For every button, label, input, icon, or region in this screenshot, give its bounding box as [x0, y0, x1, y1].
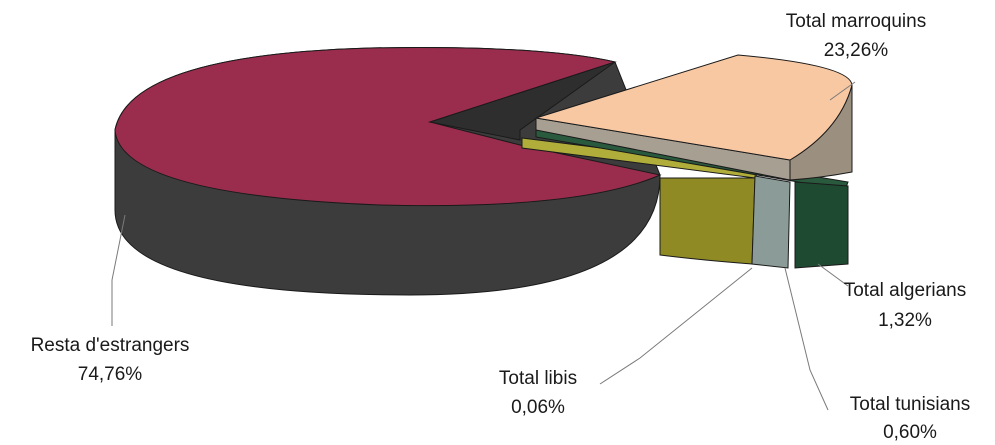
- slice-marroquins-top: [535, 54, 853, 161]
- slice-resta-destrangers: [114, 47, 662, 296]
- label-libis-name: Total libis: [499, 368, 577, 389]
- label-resta-name: Resta d'estrangers: [31, 335, 190, 356]
- leader-lines: [111, 81, 856, 411]
- leader-line-algerians: [817, 263, 849, 287]
- label-tunisians-name: Total tunisians: [850, 394, 970, 415]
- leader-line-tunisians: [784, 267, 829, 411]
- label-tunisians-value: 0,60%: [883, 422, 937, 443]
- slice-total-marroquins: [535, 54, 853, 181]
- label-libis-value: 0,06%: [511, 397, 565, 418]
- slice-labels: Total marroquins 23,26% Total algerians …: [31, 11, 971, 443]
- leader-line-libis: [599, 267, 753, 385]
- slice-resta-inner-wall: [428, 61, 616, 141]
- slice-resta-top: [114, 47, 662, 207]
- slice-tunisians-side: [751, 175, 791, 269]
- label-marroquins-name: Total marroquins: [786, 11, 926, 32]
- leader-line-marroquins: [829, 81, 856, 101]
- slice-total-tunisians: [751, 175, 791, 269]
- label-algerians-name: Total algerians: [844, 280, 967, 301]
- label-algerians-value: 1,32%: [878, 310, 932, 331]
- slice-algerians-side: [794, 181, 849, 269]
- leader-line-resta: [111, 214, 126, 326]
- slice-libis-side: [659, 177, 756, 265]
- label-marroquins-value: 23,26%: [824, 40, 889, 61]
- label-resta-value: 74,76%: [78, 364, 143, 385]
